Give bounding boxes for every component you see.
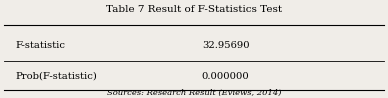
Text: 32.95690: 32.95690 — [202, 41, 249, 50]
Text: 0.000000: 0.000000 — [202, 72, 249, 81]
Text: Sources: Research Result (Eviews, 2014): Sources: Research Result (Eviews, 2014) — [107, 89, 281, 97]
Text: Prob(F-statistic): Prob(F-statistic) — [16, 72, 97, 81]
Text: Table 7 Result of F-Statistics Test: Table 7 Result of F-Statistics Test — [106, 5, 282, 14]
Text: F-statistic: F-statistic — [16, 41, 66, 50]
